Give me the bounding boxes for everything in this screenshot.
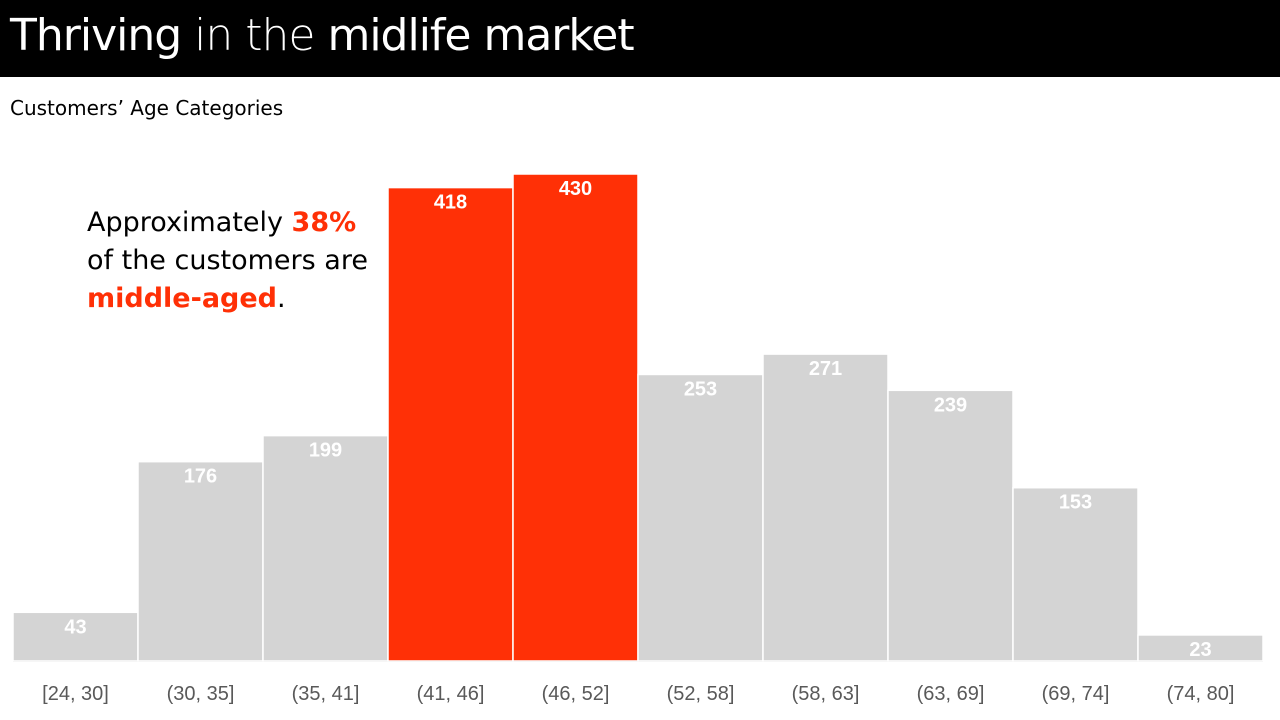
annotation-percent: 38% (291, 207, 357, 238)
title-bar: Thriving in the midlife market (0, 0, 1280, 77)
bar-value-label-7: 239 (934, 394, 967, 416)
annotation-line-2: of the customers are (87, 245, 368, 276)
annotation-prefix: Approximately (87, 207, 292, 238)
bar-value-label-4: 430 (559, 178, 592, 200)
annotation-line-1: Approximately 38% (87, 204, 368, 242)
x-tick-label-4: (46, 52] (542, 683, 610, 705)
x-tick-label-5: (52, 58] (667, 683, 735, 705)
title-part-1: Thriving (10, 10, 182, 61)
bar-3 (387, 186, 514, 662)
bar-1 (137, 460, 264, 662)
annotation-text: Approximately 38% of the customers are m… (87, 204, 368, 318)
annotation-suffix: . (277, 283, 286, 314)
bar-2 (262, 434, 389, 662)
bar-7 (887, 389, 1014, 662)
bar-value-label-6: 271 (809, 358, 842, 380)
bar-5 (637, 373, 764, 662)
bar-4 (512, 173, 639, 662)
x-tick-label-1: (30, 35] (167, 683, 235, 705)
x-tick-label-6: (58, 63] (792, 683, 860, 705)
title-part-2: in the (181, 10, 328, 61)
annotation-line-3: middle-aged. (87, 280, 368, 318)
bar-value-label-5: 253 (684, 378, 717, 400)
bar-value-label-0: 43 (64, 616, 86, 638)
annotation-middle-aged: middle-aged (87, 283, 278, 314)
page-title: Thriving in the midlife market (10, 10, 635, 62)
x-tick-label-0: [24, 30] (42, 683, 109, 705)
bar-value-label-9: 23 (1189, 639, 1211, 661)
bar-0 (12, 611, 139, 662)
bar-6 (762, 353, 889, 662)
chart-subtitle: Customers’ Age Categories (10, 96, 284, 120)
bar-8 (1012, 486, 1139, 662)
bar-value-label-8: 153 (1059, 492, 1092, 514)
bar-9 (1137, 634, 1264, 662)
x-tick-label-8: (69, 74] (1042, 683, 1110, 705)
x-tick-label-9: (74, 80] (1167, 683, 1235, 705)
title-part-3: midlife market (327, 10, 634, 61)
bar-value-label-3: 418 (434, 192, 467, 214)
bar-value-label-2: 199 (309, 440, 342, 462)
x-tick-label-7: (63, 69] (917, 683, 985, 705)
x-tick-label-3: (41, 46] (417, 683, 485, 705)
bar-value-label-1: 176 (184, 466, 217, 488)
x-tick-label-2: (35, 41] (292, 683, 360, 705)
